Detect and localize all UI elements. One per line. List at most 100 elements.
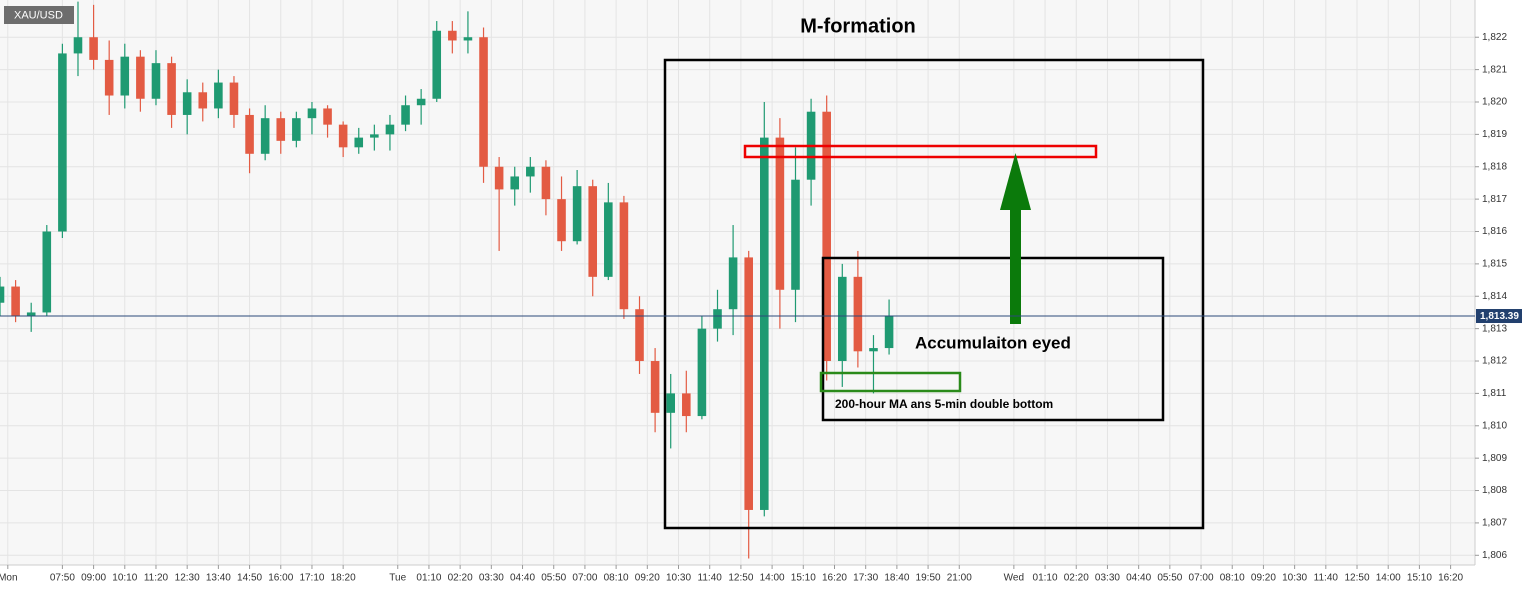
- candle-body: [541, 166, 551, 200]
- resistance-box: [743, 144, 1098, 159]
- candle-body: [479, 37, 488, 167]
- candle-body: [494, 166, 504, 190]
- x-tick-label: 14:50: [237, 573, 262, 584]
- candle-body: [853, 276, 863, 352]
- candle-body: [728, 257, 738, 310]
- y-tick-label: 1,818: [1482, 161, 1507, 172]
- candle-body: [136, 56, 145, 99]
- x-tick-label: 10:30: [1282, 573, 1307, 584]
- y-tick-label: 1,811: [1482, 388, 1507, 399]
- x-tick-label: 15:10: [791, 573, 816, 584]
- plot-background: [0, 0, 1475, 565]
- x-tick-label: 08:10: [604, 573, 629, 584]
- y-tick-label: 1,822: [1482, 32, 1507, 43]
- arrow-head: [1000, 153, 1031, 210]
- candle-body: [0, 286, 5, 303]
- x-tick-label: 12:30: [175, 573, 200, 584]
- chart-title: M-formation: [800, 15, 916, 37]
- accumulation-box: [821, 256, 1165, 422]
- candle-body: [448, 30, 457, 41]
- x-tick-label: 09:00: [81, 573, 106, 584]
- x-tick-label: 17:10: [299, 573, 324, 584]
- candle-body: [416, 98, 426, 106]
- x-tick-label: 03:30: [1095, 573, 1120, 584]
- candle-body: [198, 92, 208, 109]
- candle-body: [370, 134, 379, 138]
- x-tick-label: 11:40: [698, 573, 723, 584]
- candle-body: [214, 82, 223, 109]
- candle-body: [884, 315, 894, 349]
- annotation: 200-hour MA ans 5-min double bottom: [835, 397, 1053, 411]
- x-tick-label: 09:20: [635, 573, 660, 584]
- candle-body: [182, 92, 192, 115]
- x-tick-label: 04:40: [1126, 573, 1151, 584]
- y-tick-label: 1,814: [1482, 291, 1507, 302]
- candle-body: [432, 30, 442, 99]
- last-price-badge: [1476, 309, 1522, 324]
- y-tick-label: 1,808: [1482, 485, 1507, 496]
- candle-body: [11, 286, 20, 316]
- x-tick-label: 15:10: [1407, 573, 1432, 584]
- y-tick-label: 1,810: [1482, 420, 1507, 431]
- candle-body: [307, 108, 317, 119]
- candle-body: [104, 59, 114, 96]
- x-tick-label: 03:30: [479, 573, 504, 584]
- candle-body: [619, 202, 629, 310]
- candle-body: [323, 108, 332, 125]
- x-tick-label: Wed: [1004, 573, 1024, 584]
- candle-body: [120, 56, 130, 96]
- x-tick-label: 11:40: [1314, 573, 1339, 584]
- x-tick-label: 10:30: [666, 573, 691, 584]
- candle-body: [869, 348, 878, 352]
- arrow-shaft: [1010, 208, 1021, 324]
- candle-body: [744, 257, 753, 510]
- x-tick-label: 21:00: [947, 573, 972, 584]
- x-tick-label: 07:00: [1189, 573, 1214, 584]
- double-bottom-box: [819, 371, 962, 393]
- candle-body: [760, 137, 769, 510]
- candle-body: [401, 105, 410, 125]
- candle-body: [151, 63, 161, 99]
- candle-body: [837, 276, 847, 362]
- x-tick-label: 16:20: [1438, 573, 1463, 584]
- x-tick-label: 05:50: [541, 573, 566, 584]
- candle-body: [682, 393, 691, 417]
- candle-body: [354, 137, 364, 148]
- candle-body: [385, 124, 395, 135]
- candle-body: [666, 393, 675, 413]
- y-tick-label: 1,815: [1482, 259, 1507, 270]
- x-tick-label: 18:20: [331, 573, 356, 584]
- x-tick-label: 16:20: [822, 573, 847, 584]
- x-tick-label: 13:40: [206, 573, 231, 584]
- x-tick-label: 01:10: [1033, 573, 1058, 584]
- candle-body: [822, 111, 831, 362]
- x-tick-label: 12:50: [1345, 573, 1370, 584]
- candle-body: [604, 202, 613, 277]
- candle-body: [245, 114, 254, 154]
- candle-body: [229, 82, 239, 115]
- candle-body: [73, 37, 83, 54]
- candle-body: [697, 328, 707, 417]
- y-tick-label: 1,821: [1482, 64, 1507, 75]
- y-tick-label: 1,807: [1482, 518, 1507, 529]
- candle-body: [572, 186, 582, 242]
- candle-body: [89, 37, 98, 60]
- candle-body: [791, 179, 800, 290]
- x-tick-label: 14:00: [1376, 573, 1401, 584]
- x-tick-label: 11:20: [144, 573, 169, 584]
- candle-body: [58, 53, 67, 232]
- candle-body: [292, 118, 301, 141]
- x-tick-label: 04:40: [510, 573, 535, 584]
- candle-body: [42, 231, 52, 313]
- candle-body: [588, 186, 598, 277]
- x-tick-label: 07:00: [572, 573, 597, 584]
- candle-body: [510, 176, 520, 190]
- m-formation-box: [663, 58, 1205, 530]
- y-tick-label: 1,813: [1482, 323, 1507, 334]
- candle-body: [260, 118, 270, 154]
- symbol: XAU/USD: [14, 9, 63, 21]
- x-tick-label: 18:40: [884, 573, 909, 584]
- candle-body: [650, 361, 660, 413]
- x-tick-label: 12:50: [728, 573, 753, 584]
